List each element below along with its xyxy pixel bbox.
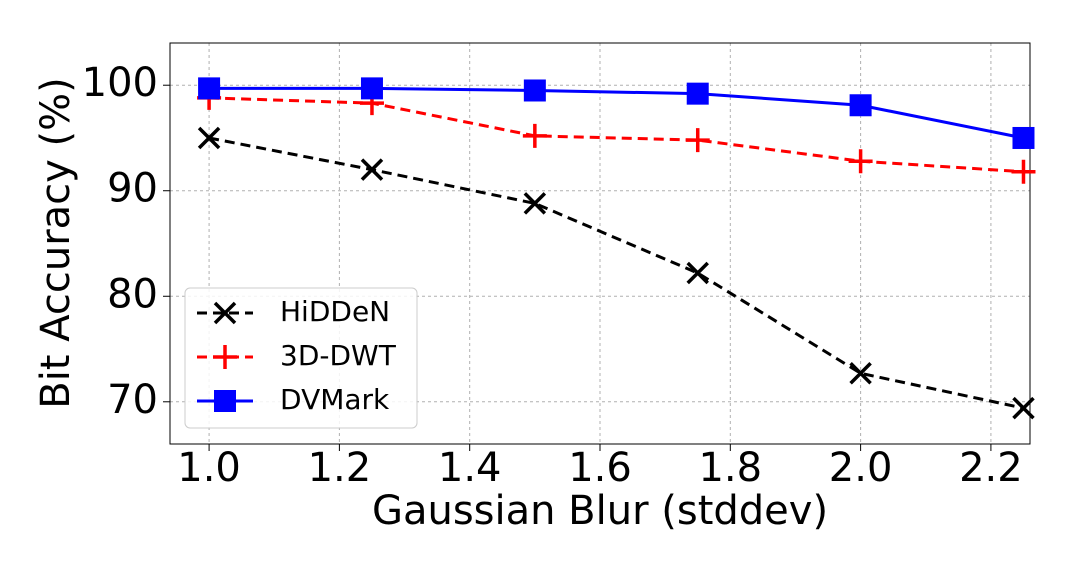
marker: [849, 94, 872, 117]
marker: [686, 261, 709, 285]
y-tick-label: 100: [82, 60, 158, 106]
marker: [360, 158, 384, 181]
series-line: [209, 86, 1024, 140]
legend-label: DVMark: [280, 383, 390, 416]
x-tick-label: 2.0: [829, 445, 893, 491]
legend-marker: [213, 301, 237, 325]
x-tick-label: 1.0: [177, 445, 241, 491]
series-line: [208, 136, 1024, 410]
y-axis-label: Bit Accuracy (%): [33, 77, 79, 409]
x-tick-label: 1.8: [698, 445, 762, 491]
marker: [360, 77, 383, 100]
marker: [522, 123, 547, 148]
x-tick-label: 1.4: [438, 445, 502, 491]
legend-marker: [214, 390, 236, 412]
x-tick-label: 2.2: [959, 445, 1023, 491]
y-tick-label: 90: [107, 166, 158, 212]
marker: [685, 128, 710, 153]
y-tick-label: 70: [107, 377, 158, 423]
marker: [198, 77, 221, 100]
x-tick-label: 1.6: [568, 445, 632, 491]
marker: [523, 192, 547, 215]
marker: [197, 126, 221, 150]
marker: [848, 149, 873, 174]
legend-marker: [213, 345, 237, 369]
marker: [849, 362, 872, 385]
x-axis-label: Gaussian Blur (stddev): [372, 488, 828, 534]
marker: [523, 79, 546, 102]
series-line: [209, 96, 1024, 174]
marker: [686, 82, 709, 105]
marker: [1012, 396, 1035, 420]
marker: [1011, 159, 1036, 184]
y-tick-label: 80: [107, 271, 158, 317]
legend-box: [184, 287, 418, 429]
x-tick-label: 1.2: [308, 445, 372, 491]
marker: [1012, 126, 1035, 149]
plot-frame: [169, 42, 1031, 445]
legend-label: HiDDeN: [280, 295, 390, 328]
legend-label: 3D-DWT: [280, 339, 397, 372]
